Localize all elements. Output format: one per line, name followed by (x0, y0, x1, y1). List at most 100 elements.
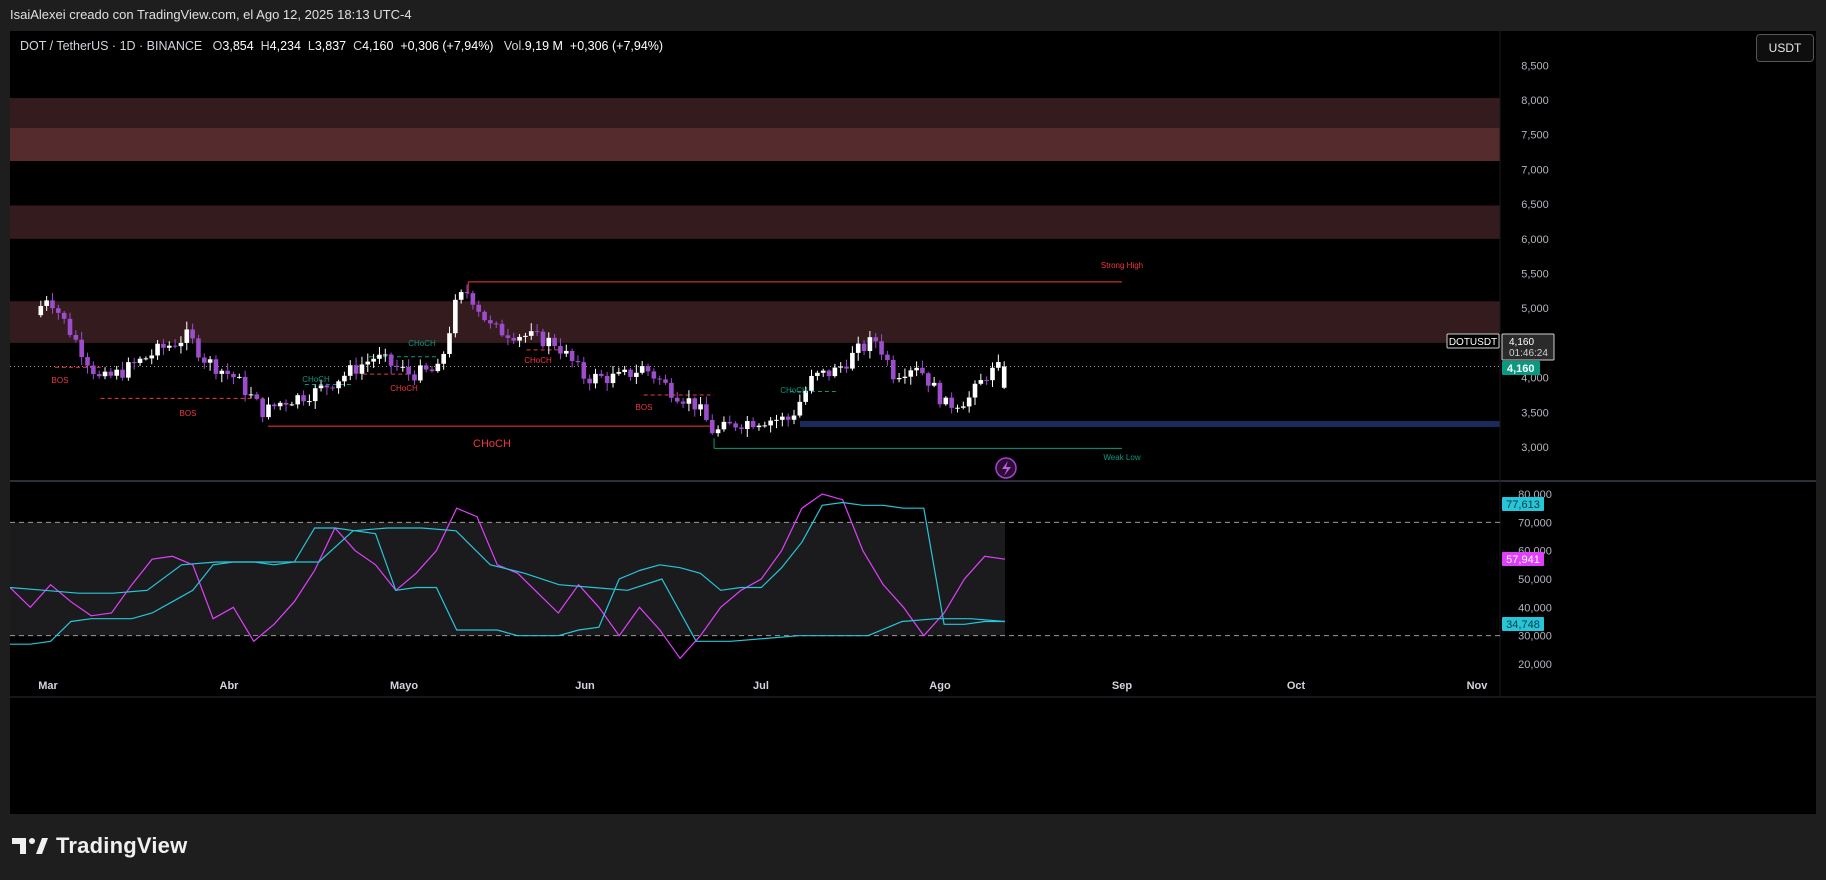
candle (920, 360, 925, 376)
chart-caption: IsaiAlexei creado con TradingView.com, e… (10, 7, 412, 22)
time-tick-label: Nov (1467, 680, 1489, 692)
candle (155, 340, 160, 360)
candle (131, 357, 137, 370)
candle-body (546, 337, 552, 347)
candle-body (73, 334, 79, 340)
candle (365, 353, 371, 373)
candle-body (441, 353, 446, 364)
low-value: 3,837 (314, 39, 347, 53)
candle-body (505, 335, 511, 338)
candle-body (657, 378, 663, 380)
candle-body (266, 404, 271, 418)
candle-body (377, 354, 382, 359)
candle-body (488, 320, 493, 324)
candle (558, 338, 563, 360)
currency-button[interactable]: USDT (1756, 34, 1814, 62)
candle-body (826, 370, 832, 377)
candle-body (242, 376, 248, 396)
candle (137, 356, 143, 366)
candle (639, 360, 645, 375)
candle (377, 346, 382, 364)
candle (996, 354, 1001, 371)
time-tick-label: Oct (1287, 680, 1306, 692)
candle-body (476, 304, 482, 312)
candle-body (38, 305, 44, 316)
candle-body (447, 333, 452, 354)
candle-body (820, 370, 826, 373)
candle (744, 416, 750, 437)
candle-body (493, 323, 499, 325)
candle-body (511, 337, 517, 341)
candle (955, 404, 960, 413)
candle-body (622, 369, 627, 373)
price-tick-label: 6,000 (1521, 234, 1549, 246)
time-tick-label: Jul (753, 680, 769, 692)
candle-body (114, 369, 120, 376)
strong-high-label: Strong High (1101, 261, 1143, 270)
candle (815, 370, 820, 381)
candle (593, 368, 598, 389)
signal-value-tag-box (1502, 497, 1544, 511)
rsi-value-tag-box (1502, 552, 1544, 566)
tradingview-brand[interactable]: TradingView (12, 833, 187, 859)
bos-label-1: BOS (52, 376, 69, 385)
candle-body (225, 370, 230, 374)
time-tick-label: Jun (575, 680, 595, 692)
candle (657, 375, 663, 385)
close-label: C (353, 39, 363, 53)
candle (628, 367, 633, 381)
candle (91, 361, 96, 380)
candle (307, 394, 312, 406)
current-price-box (1502, 361, 1540, 375)
candle (1001, 361, 1007, 389)
candle-body (674, 397, 680, 402)
brand-name: TradingView (56, 833, 188, 858)
candle-body (499, 323, 505, 336)
candle (780, 412, 785, 427)
symbol-name[interactable]: DOT / TetherUS · 1D · BINANCE (20, 39, 203, 53)
candle (861, 340, 867, 356)
candle (750, 417, 756, 430)
price-tick-label: 3,000 (1521, 442, 1549, 454)
chart-frame[interactable]: Strong High Weak Low CHoCH BOS BOS BOS CHoCH CH… (10, 31, 1816, 814)
candle (102, 367, 108, 380)
candle-body (96, 374, 102, 377)
candle-body (312, 388, 318, 402)
reference-grid (10, 31, 1816, 698)
oscillator-tick-label: 40,000 (1518, 602, 1552, 614)
open-label: O (212, 39, 223, 53)
candle-body (563, 350, 569, 354)
candle (768, 417, 773, 433)
candle-body (885, 354, 890, 360)
choch-label-3: CHoCH (390, 384, 418, 393)
candle-body (464, 292, 470, 294)
candle-body (283, 402, 289, 405)
candle (925, 371, 931, 393)
oscillator-series-2 (10, 527, 1006, 642)
candle (663, 374, 668, 385)
weak-low-label: Weak Low (1103, 453, 1140, 462)
candle-body (371, 358, 376, 362)
candle-body (616, 372, 622, 374)
candle (540, 328, 546, 349)
candle (388, 352, 394, 374)
candle-body (558, 346, 563, 354)
candle-body (879, 341, 884, 355)
candle (523, 332, 528, 343)
price-tick-label: 7,000 (1521, 164, 1549, 176)
candle-body (943, 397, 949, 405)
candle (260, 397, 265, 423)
candle-body (815, 372, 820, 376)
candle-body (155, 343, 160, 356)
candle-body (996, 362, 1001, 368)
candle (482, 310, 487, 322)
candle-body (418, 365, 423, 381)
candle-body (534, 331, 540, 333)
candle (161, 339, 166, 355)
candle (937, 380, 943, 408)
candle (400, 359, 406, 372)
change-value: +0,306 (+7,94%) (400, 39, 494, 53)
candle (201, 353, 207, 369)
candle (447, 326, 452, 358)
